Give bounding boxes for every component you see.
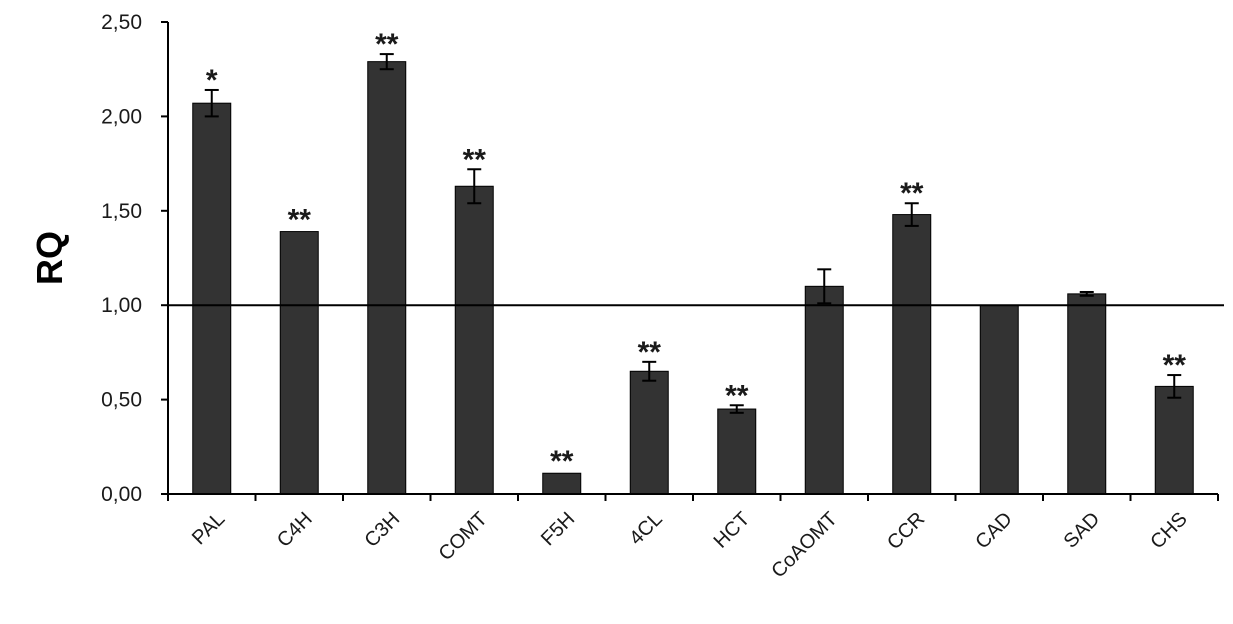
x-tick-label-ccr: CCR (883, 508, 929, 554)
y-tick-labels-group: 0,00 0,50 1,00 1,50 2,00 2,50 (101, 11, 142, 506)
y-axis-title: RQ (29, 231, 70, 285)
bar-pal (192, 102, 232, 495)
x-tick-label-coaomt: CoAOMT (767, 508, 841, 582)
x-tick-labels-group: PAL C4H C3H COMT F5H 4CL HCT CoAOMT CCR CAD SAD CHS (188, 508, 1192, 582)
y-tick-label: 2,50 (101, 11, 142, 34)
bar-sad (1067, 293, 1107, 495)
bar-c3h (367, 61, 407, 495)
bars-group (192, 61, 1194, 495)
y-tick-label: 0,00 (101, 483, 142, 506)
y-tick-label: 0,50 (101, 389, 142, 412)
significance-label-comt: ** (463, 143, 487, 176)
y-tick-label: 1,50 (101, 200, 142, 223)
significance-label-4cl: ** (638, 336, 662, 369)
significance-label-chs: ** (1163, 349, 1187, 382)
x-tick-label-4cl: 4CL (625, 508, 667, 550)
significance-label-hct: ** (725, 379, 749, 412)
x-tick-label-c3h: C3H (360, 508, 404, 552)
x-tick-label-comt: COMT (435, 508, 492, 565)
bar-4cl (629, 370, 669, 495)
bar-coaomt (804, 285, 844, 495)
axes-group (161, 21, 1224, 501)
bar-comt (454, 185, 494, 495)
x-tick-label-cad: CAD (971, 508, 1016, 553)
x-tick-label-chs: CHS (1146, 508, 1191, 553)
x-tick-label-c4h: C4H (273, 508, 317, 552)
significance-label-c4h: ** (288, 204, 312, 237)
significance-labels-group: ***************** (206, 28, 1186, 478)
y-tick-label: 1,00 (101, 294, 142, 317)
significance-label-ccr: ** (900, 177, 924, 210)
significance-label-c3h: ** (375, 28, 399, 61)
bar-chs (1154, 385, 1194, 495)
x-tick-label-sad: SAD (1060, 508, 1105, 553)
x-tick-label-hct: HCT (710, 508, 755, 553)
bar-hct (717, 408, 757, 495)
significance-label-pal: * (206, 64, 218, 97)
x-tick-label-pal: PAL (188, 508, 229, 549)
bar-ccr (892, 214, 932, 495)
bar-cad (979, 304, 1019, 495)
x-tick-label-f5h: F5H (537, 508, 579, 550)
error-bars-group (204, 53, 1182, 414)
y-tick-label: 2,00 (101, 105, 142, 128)
bar-c4h (279, 231, 319, 495)
significance-label-f5h: ** (550, 445, 574, 478)
